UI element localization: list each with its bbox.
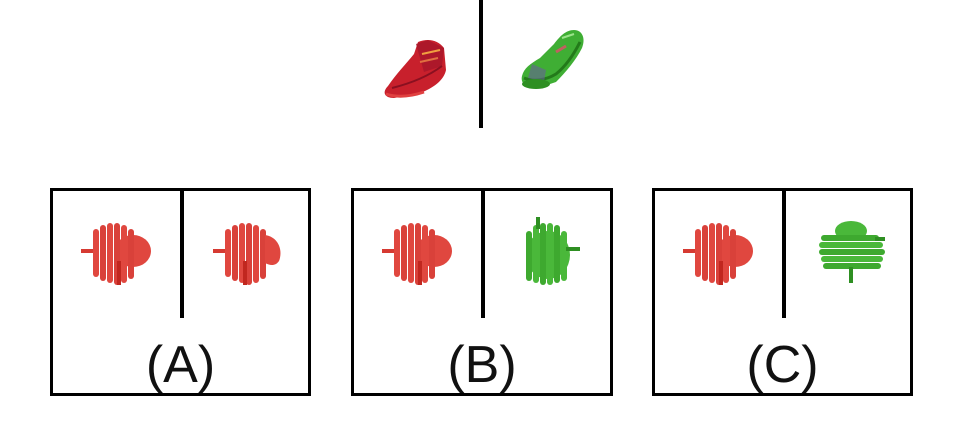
red-coil-icon <box>382 221 456 287</box>
green-coil-icon <box>512 217 586 287</box>
option-b-label: (B) <box>354 339 610 391</box>
option-c[interactable]: (C) <box>652 188 913 396</box>
option-a-divider <box>180 191 184 318</box>
option-a-label: (A) <box>53 339 308 391</box>
option-b[interactable]: (B) <box>351 188 613 396</box>
green-shoe-icon <box>516 26 588 92</box>
option-b-divider <box>481 191 485 318</box>
red-coil-icon <box>81 221 155 287</box>
reference-divider <box>479 0 483 128</box>
red-shoe-icon <box>378 36 450 100</box>
option-c-label: (C) <box>655 339 910 391</box>
red-coil-icon <box>213 221 287 287</box>
option-c-divider <box>782 191 786 318</box>
green-coil-rotated-icon <box>815 221 891 287</box>
red-coil-icon <box>683 221 757 287</box>
option-a[interactable]: (A) <box>50 188 311 396</box>
